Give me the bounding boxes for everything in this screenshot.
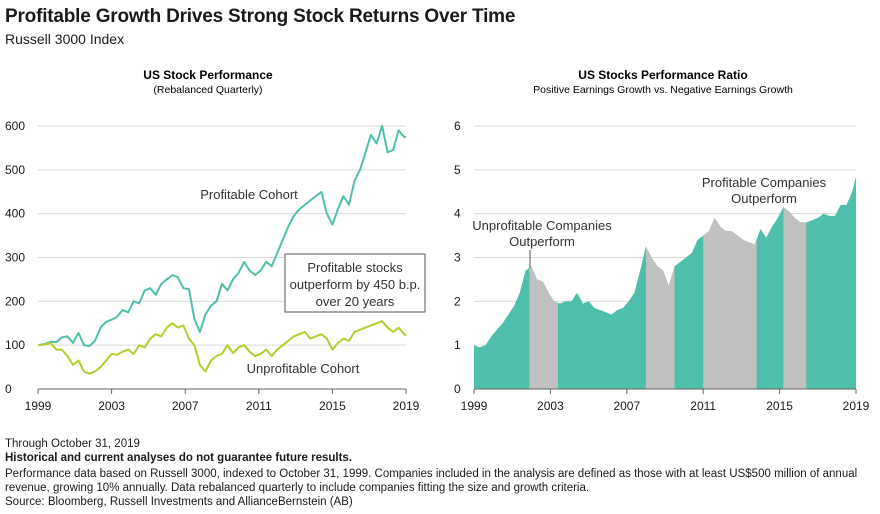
left-chart-series xyxy=(37,125,407,375)
right-chart-y-tick-label: 2 xyxy=(454,294,461,308)
left-chart-x-tick-label: 2003 xyxy=(98,399,125,413)
right-chart-y-tick-label: 0 xyxy=(454,382,461,396)
annotation-line-1: Profitable stocks xyxy=(307,260,403,275)
profitable-outperform-line-1: Profitable Companies xyxy=(702,175,827,190)
left-chart-y-tick-label: 300 xyxy=(5,251,25,265)
left-chart-x-tick-label: 2015 xyxy=(319,399,346,413)
right-chart-y-tick-label: 6 xyxy=(454,119,461,133)
annotation-box-frame xyxy=(284,253,426,313)
right-chart-annotations: Unprofitable Companies Outperform Profit… xyxy=(472,175,826,249)
footer-source: Source: Bloomberg, Russell Investments a… xyxy=(5,496,353,508)
footer-note-1: Performance data based on Russell 3000, … xyxy=(5,468,858,480)
unprofitable-outperform-shade xyxy=(703,218,757,389)
series-line-unprofitable xyxy=(37,320,407,375)
left-chart-x-tick-label: 2011 xyxy=(246,399,272,413)
right-chart-x-tick-label: 2011 xyxy=(690,399,716,413)
left-chart-y-tick-label: 0 xyxy=(5,382,12,396)
left-chart-y-tick-label: 100 xyxy=(5,338,25,352)
right-chart-x-tick-label: 1999 xyxy=(461,399,488,413)
left-chart-y-axis: 0 100 200 300 400 500 600 xyxy=(5,119,25,396)
right-chart-x-tick-label: 2007 xyxy=(613,399,640,413)
left-chart-y-tick-label: 500 xyxy=(5,163,25,177)
profitable-cohort-label: Profitable Cohort xyxy=(200,187,298,202)
left-chart-grid xyxy=(38,125,406,390)
left-chart-title: US Stock Performance xyxy=(143,68,273,82)
page-title: Profitable Growth Drives Strong Stock Re… xyxy=(5,6,516,27)
left-chart-x-tick-label: 2007 xyxy=(172,399,199,413)
profitable-outperform-line-2: Outperform xyxy=(731,191,797,206)
right-chart-area xyxy=(474,176,856,389)
left-chart-y-tick-label: 400 xyxy=(5,207,25,221)
right-chart-y-tick-label: 1 xyxy=(454,338,461,352)
right-chart-x-axis: 1999 2003 2007 2011 2015 2019 xyxy=(461,388,870,413)
unprofitable-outperform-shade xyxy=(783,207,807,389)
page-subtitle: Russell 3000 Index xyxy=(5,31,125,47)
right-chart-x-tick-label: 2015 xyxy=(766,399,793,413)
unprofitable-outperform-line-2: Outperform xyxy=(509,234,575,249)
right-chart-y-axis: 0 1 2 3 4 5 6 xyxy=(454,119,461,396)
footer-disclaimer: Historical and current analyses do not g… xyxy=(5,452,353,464)
unprofitable-outperform-shade xyxy=(645,246,675,389)
right-chart-y-tick-label: 3 xyxy=(454,251,461,265)
right-chart-subtitle: Positive Earnings Growth vs. Negative Ea… xyxy=(533,84,793,96)
right-chart-y-tick-label: 5 xyxy=(454,163,461,177)
left-chart-x-axis: 1999 2003 2007 2011 2015 2019 xyxy=(25,388,420,413)
annotation-line-2: outperform by 450 b.p. xyxy=(290,277,421,292)
left-chart-x-tick-label: 2019 xyxy=(393,399,420,413)
unprofitable-outperform-shade xyxy=(529,266,558,389)
right-chart-x-tick-label: 2019 xyxy=(843,399,870,413)
right-chart-title: US Stocks Performance Ratio xyxy=(578,68,747,82)
unprofitable-outperform-line-1: Unprofitable Companies xyxy=(472,218,612,233)
annotation-line-3: over 20 years xyxy=(316,294,395,309)
left-chart-y-tick-label: 200 xyxy=(5,294,25,308)
series-line-profitable xyxy=(37,125,406,347)
right-chart-y-tick-label: 4 xyxy=(454,207,461,221)
left-chart-y-tick-label: 600 xyxy=(5,119,25,133)
footer-note-2: revenue, growing 10% annually. Data reba… xyxy=(5,482,590,494)
unprofitable-cohort-label: Unprofitable Cohort xyxy=(247,361,360,376)
right-chart-x-tick-label: 2003 xyxy=(537,399,564,413)
footer-date: Through October 31, 2019 xyxy=(5,438,140,450)
left-chart-series-labels: Profitable Cohort Unprofitable Cohort xyxy=(200,187,360,376)
left-chart-x-tick-label: 1999 xyxy=(25,399,52,413)
left-chart-subtitle: (Rebalanced Quarterly) xyxy=(153,84,262,96)
left-chart-annotation-box: Profitable stocks outperform by 450 b.p.… xyxy=(284,253,426,313)
